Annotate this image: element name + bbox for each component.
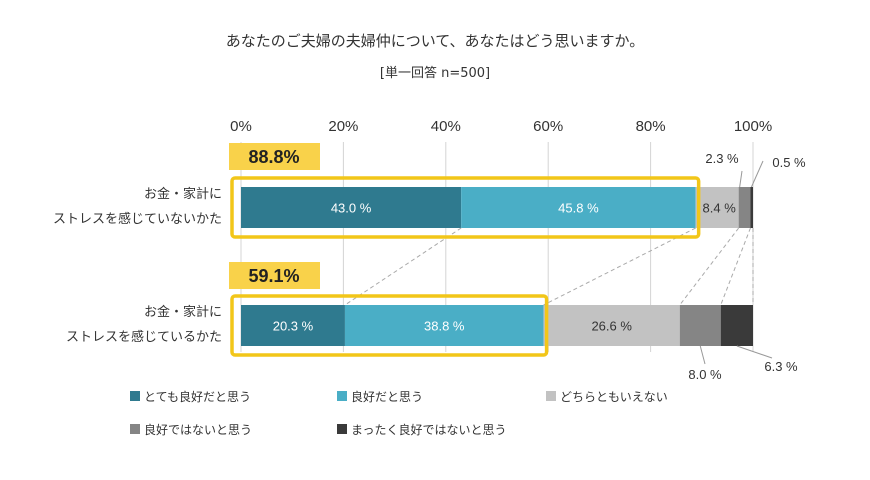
leader-line bbox=[750, 160, 764, 188]
data-label: 8.4 % bbox=[703, 201, 737, 216]
legend-label: まったく良好ではないと思う bbox=[351, 422, 507, 437]
data-label: 6.3 % bbox=[764, 359, 798, 374]
legend-label: 良好ではないと思う bbox=[144, 422, 252, 437]
legend-swatch bbox=[546, 391, 556, 401]
legend-label: 良好だと思う bbox=[351, 389, 423, 404]
data-label: 0.5 % bbox=[772, 155, 806, 170]
x-tick-label: 100% bbox=[734, 118, 772, 135]
leader-line bbox=[699, 345, 706, 365]
data-label: 43.0 % bbox=[331, 201, 372, 216]
total-badge-label: 59.1% bbox=[248, 266, 299, 286]
x-tick-label: 80% bbox=[636, 118, 666, 135]
bar-segment bbox=[241, 187, 462, 228]
x-tick-label: 0% bbox=[230, 118, 252, 135]
bar-segment bbox=[543, 305, 680, 346]
legend-swatch bbox=[337, 391, 347, 401]
leader-line bbox=[739, 170, 743, 188]
connector-line bbox=[679, 227, 740, 306]
highlight-box bbox=[230, 294, 549, 357]
bar-segment bbox=[344, 305, 544, 346]
chart-subtitle: [単一回答 n=500] bbox=[379, 66, 491, 81]
bar-segment bbox=[679, 305, 721, 346]
legend-swatch bbox=[337, 424, 347, 434]
bar-segment bbox=[461, 187, 696, 228]
legend-swatch bbox=[130, 391, 140, 401]
data-label: 45.8 % bbox=[558, 201, 599, 216]
bar-segment bbox=[241, 305, 345, 346]
category-label-line1: お金・家計に bbox=[144, 186, 222, 202]
data-label: 2.3 % bbox=[705, 151, 739, 166]
bar-segment bbox=[750, 187, 753, 228]
data-label: 20.3 % bbox=[273, 319, 314, 334]
legend-label: とても良好だと思う bbox=[144, 389, 251, 404]
x-tick-label: 40% bbox=[431, 118, 461, 135]
total-badge bbox=[229, 262, 320, 289]
category-label-line2: ストレスを感じているかた bbox=[66, 329, 222, 345]
bar-segment bbox=[695, 187, 739, 228]
connector-line bbox=[720, 227, 751, 306]
data-label: 8.0 % bbox=[688, 367, 722, 382]
x-tick-label: 20% bbox=[328, 118, 358, 135]
category-label-line2: ストレスを感じていないかた bbox=[53, 211, 222, 227]
total-badge bbox=[229, 143, 320, 170]
category-label-line1: お金・家計に bbox=[144, 304, 222, 320]
data-label: 26.6 % bbox=[591, 319, 632, 334]
chart-title: あなたのご夫婦の夫婦仲について、あなたはどう思いますか。 bbox=[225, 32, 645, 50]
leader-line bbox=[736, 345, 773, 359]
connector-line bbox=[344, 227, 462, 306]
x-tick-label: 60% bbox=[533, 118, 563, 135]
legend-swatch bbox=[130, 424, 140, 434]
highlight-box bbox=[230, 176, 701, 239]
data-label: 38.8 % bbox=[424, 319, 465, 334]
bar-segment bbox=[738, 187, 751, 228]
connector-line bbox=[543, 227, 696, 306]
total-badge-label: 88.8% bbox=[248, 147, 299, 167]
legend-label: どちらともいえない bbox=[560, 390, 668, 404]
bar-segment bbox=[720, 305, 753, 346]
